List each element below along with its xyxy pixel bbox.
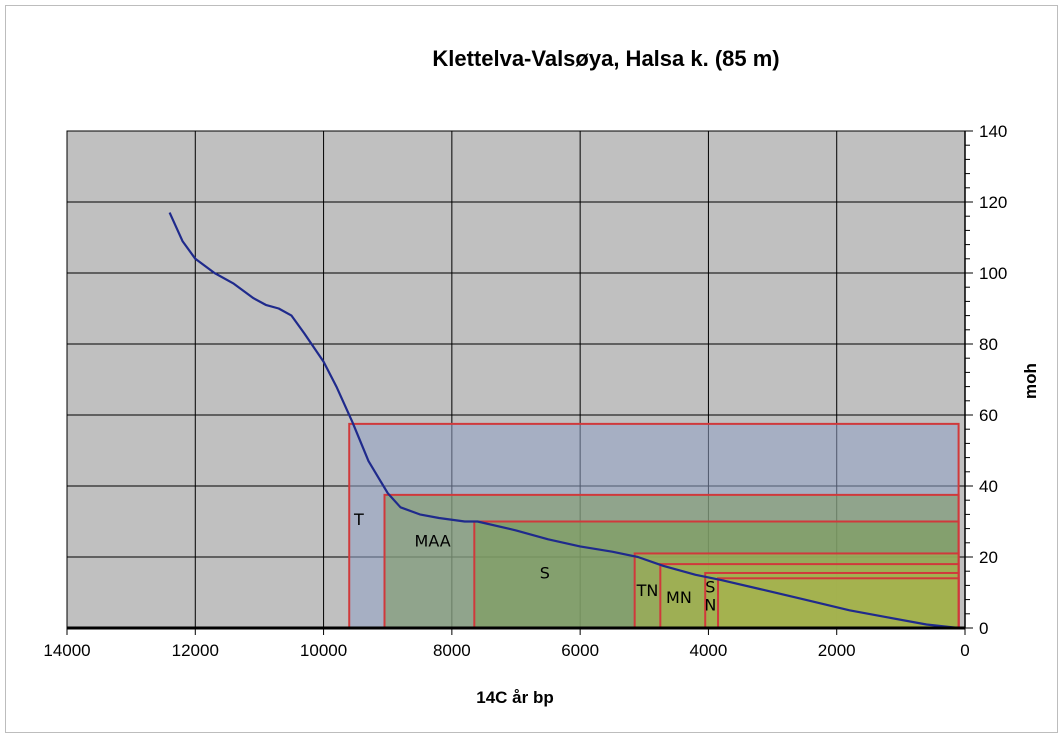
y-tick-label: 20	[979, 548, 998, 567]
x-tick-label: 2000	[818, 641, 856, 660]
zone-label: MN	[666, 588, 692, 607]
y-tick-label: 0	[979, 619, 988, 638]
series-line	[168, 212, 959, 630]
y-tick-label: 80	[979, 335, 998, 354]
x-tick-label: 12000	[172, 641, 219, 660]
y-tick-label: 120	[979, 193, 1007, 212]
y-tick-label: 40	[979, 477, 998, 496]
x-axis-label: 14C år bp	[476, 688, 553, 707]
y-axis-label: moh	[1021, 363, 1040, 399]
zone-label: T	[353, 510, 364, 529]
x-tick-label: 10000	[300, 641, 347, 660]
y-tick-label: 140	[979, 122, 1007, 141]
zone-label: MAA	[415, 531, 451, 550]
chart-title: Klettelva-Valsøya, Halsa k. (85 m)	[432, 46, 779, 71]
zone-rect	[717, 577, 960, 629]
zone-label: N	[704, 595, 716, 614]
x-tick-label: 6000	[561, 641, 599, 660]
x-tick-label: 0	[960, 641, 969, 660]
y-tick-label: 100	[979, 264, 1007, 283]
zone-label: TN	[636, 581, 659, 600]
x-tick-label: 4000	[690, 641, 728, 660]
x-tick-label: 8000	[433, 641, 471, 660]
zone-label: S	[705, 578, 715, 597]
x-tick-label: 14000	[43, 641, 90, 660]
y-tick-label: 60	[979, 406, 998, 425]
zone-label: S	[540, 563, 550, 582]
